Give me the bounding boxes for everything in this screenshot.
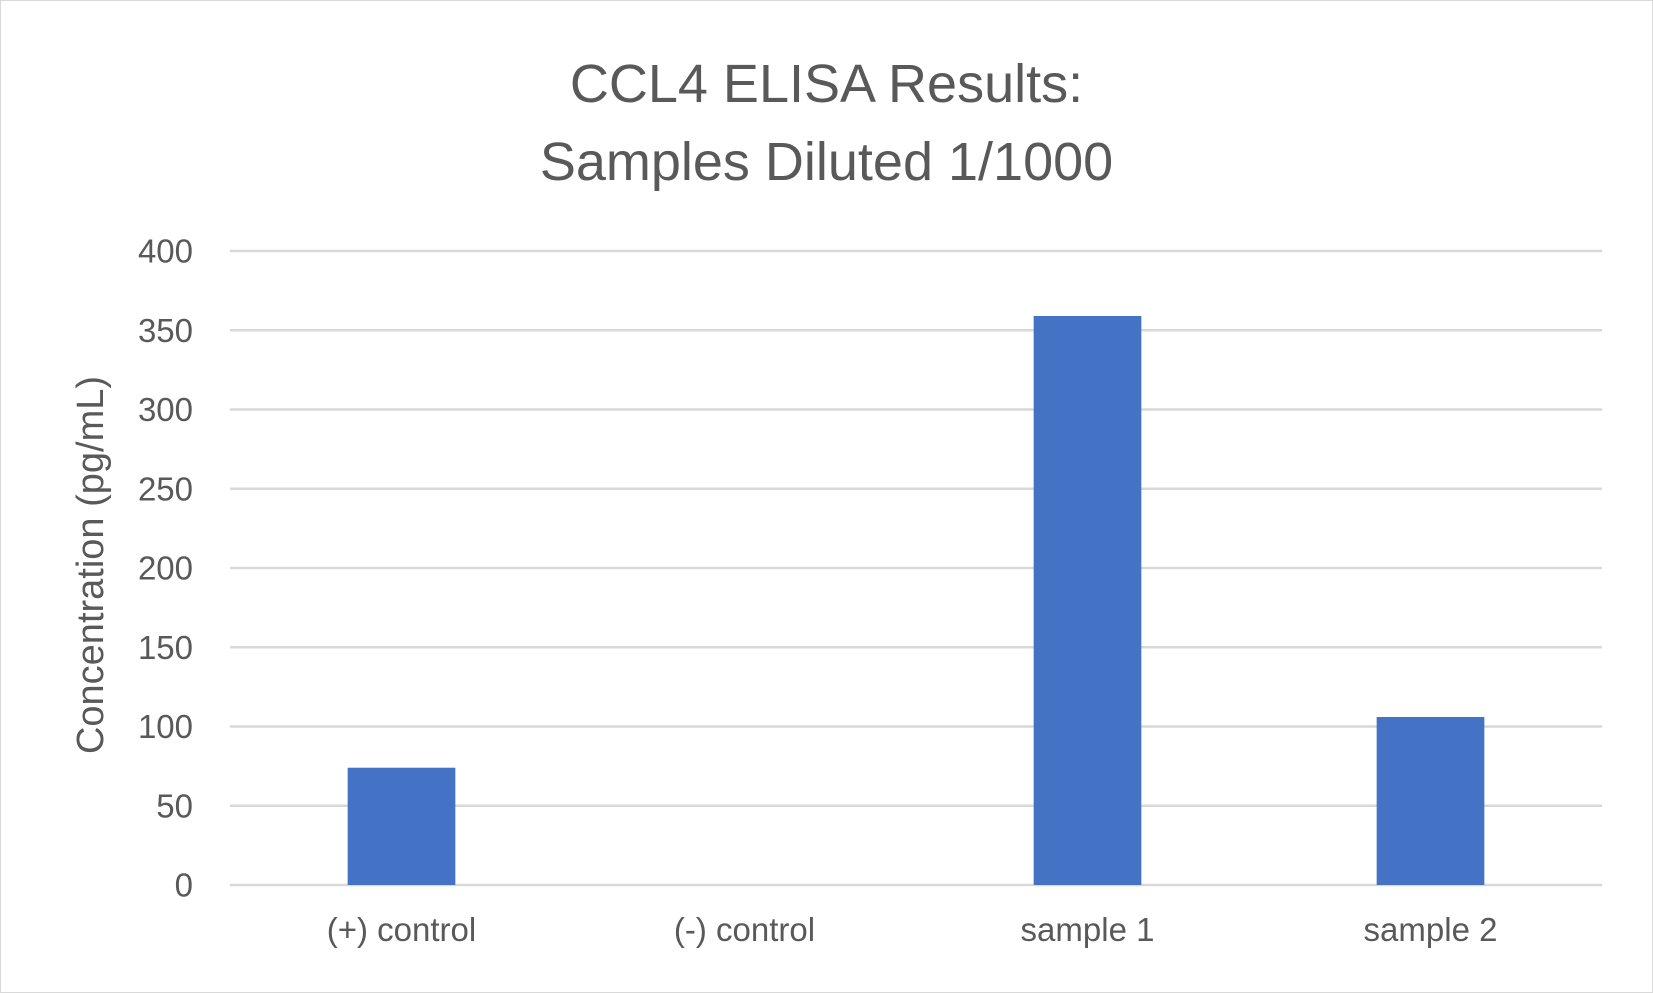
y-tick-label-400: 400: [138, 233, 193, 270]
y-axis-title: Concentration (pg/mL): [70, 376, 112, 754]
y-tick-label-100: 100: [138, 708, 193, 745]
x-tick-label-3: sample 1: [1021, 911, 1155, 948]
x-tick-label-2: (-) control: [674, 911, 815, 948]
bar-1: [347, 767, 456, 885]
x-tick-label-1: (+) control: [327, 911, 476, 948]
y-tick-label-300: 300: [138, 391, 193, 428]
bar-3: [1033, 315, 1142, 885]
bar-4: [1376, 716, 1485, 885]
x-axis-ticks: (+) control (-) control sample 1 sample 2: [327, 911, 1498, 948]
bars: [347, 315, 1485, 885]
y-tick-label-50: 50: [156, 787, 193, 824]
chart-title-line-2: Samples Diluted 1/1000: [539, 132, 1114, 192]
chart-title-line-1: CCL4 ELISA Results:: [569, 54, 1084, 114]
gridlines: [230, 249, 1602, 887]
y-tick-label-0: 0: [175, 867, 193, 904]
y-axis-ticks: 0 50 100 150 200 250 300 350 400: [138, 233, 193, 904]
y-tick-label-150: 150: [138, 629, 193, 666]
x-tick-label-4: sample 2: [1364, 911, 1498, 948]
chart-title: CCL4 ELISA Results: Samples Diluted 1/10…: [1, 45, 1652, 201]
y-tick-label-250: 250: [138, 470, 193, 507]
y-tick-label-200: 200: [138, 550, 193, 587]
y-tick-label-350: 350: [138, 312, 193, 349]
